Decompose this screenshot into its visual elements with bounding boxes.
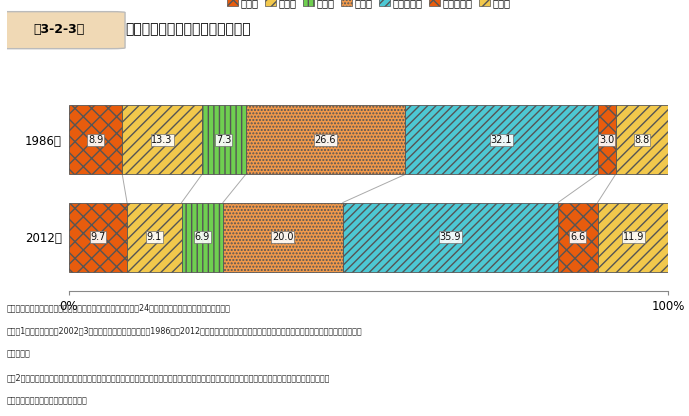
Bar	[558, 203, 597, 272]
Legend: 建設業, 製造業, 卸売業, 小売業, サービス業, 医療，福祉, その他: 建設業, 製造業, 卸売業, 小売業, サービス業, 医療，福祉, その他	[227, 0, 511, 7]
Bar	[223, 203, 343, 272]
FancyBboxPatch shape	[0, 12, 125, 49]
Bar	[127, 203, 182, 272]
Text: 7.3: 7.3	[216, 135, 232, 145]
Bar	[122, 105, 202, 174]
Bar	[182, 203, 223, 272]
Bar	[202, 105, 246, 174]
Bar	[69, 105, 122, 174]
Bar	[246, 105, 405, 174]
Text: 3.0: 3.0	[599, 135, 614, 145]
Text: 13.3: 13.3	[152, 135, 173, 145]
Text: 35.9: 35.9	[440, 232, 461, 242]
Text: 20.0: 20.0	[272, 232, 294, 242]
Text: 8.8: 8.8	[635, 135, 650, 145]
Text: （注）1．産業分類は、2002年3月改訂のものに従っている。1986年と2012年の産業分類については、産業分類を小分類レベルで共通分類にくくり直し: （注）1．産業分類は、2002年3月改訂のものに従っている。1986年と2012…	[7, 326, 362, 335]
Text: 事業所数で見た産業構成比の変化: 事業所数で見た産業構成比の変化	[125, 22, 251, 36]
Bar	[405, 105, 597, 174]
Text: 8.9: 8.9	[88, 135, 103, 145]
Text: 9.1: 9.1	[147, 232, 162, 242]
Text: た。: た。	[7, 349, 30, 359]
Text: 11.9: 11.9	[623, 232, 644, 242]
Text: 資料：総務省「事業所統計調査」、総務省・経済産業省「平成24年経済センサス－活動調査」再編加工: 資料：総務省「事業所統計調査」、総務省・経済産業省「平成24年経済センサス－活動…	[7, 303, 231, 312]
Bar	[615, 105, 668, 174]
Bar	[597, 105, 615, 174]
Text: 6.9: 6.9	[195, 232, 210, 242]
Text: 9.7: 9.7	[90, 232, 105, 242]
Text: 第3-2-3図: 第3-2-3図	[33, 22, 85, 36]
Bar	[597, 203, 669, 272]
Text: の）」が含まれている。また、: の）」が含まれている。また、	[7, 396, 88, 405]
Text: 2．サービス業には、「飲食店，宿泊業」、「教育，学習支援業」、「複合サービス事業（郵便局は除く）」、「サービス業（他に分類されないも: 2．サービス業には、「飲食店，宿泊業」、「教育，学習支援業」、「複合サービス事業…	[7, 373, 330, 382]
Bar	[343, 203, 558, 272]
Text: 32.1: 32.1	[491, 135, 512, 145]
Text: 6.6: 6.6	[570, 232, 586, 242]
Text: 26.6: 26.6	[315, 135, 336, 145]
Bar	[69, 203, 127, 272]
